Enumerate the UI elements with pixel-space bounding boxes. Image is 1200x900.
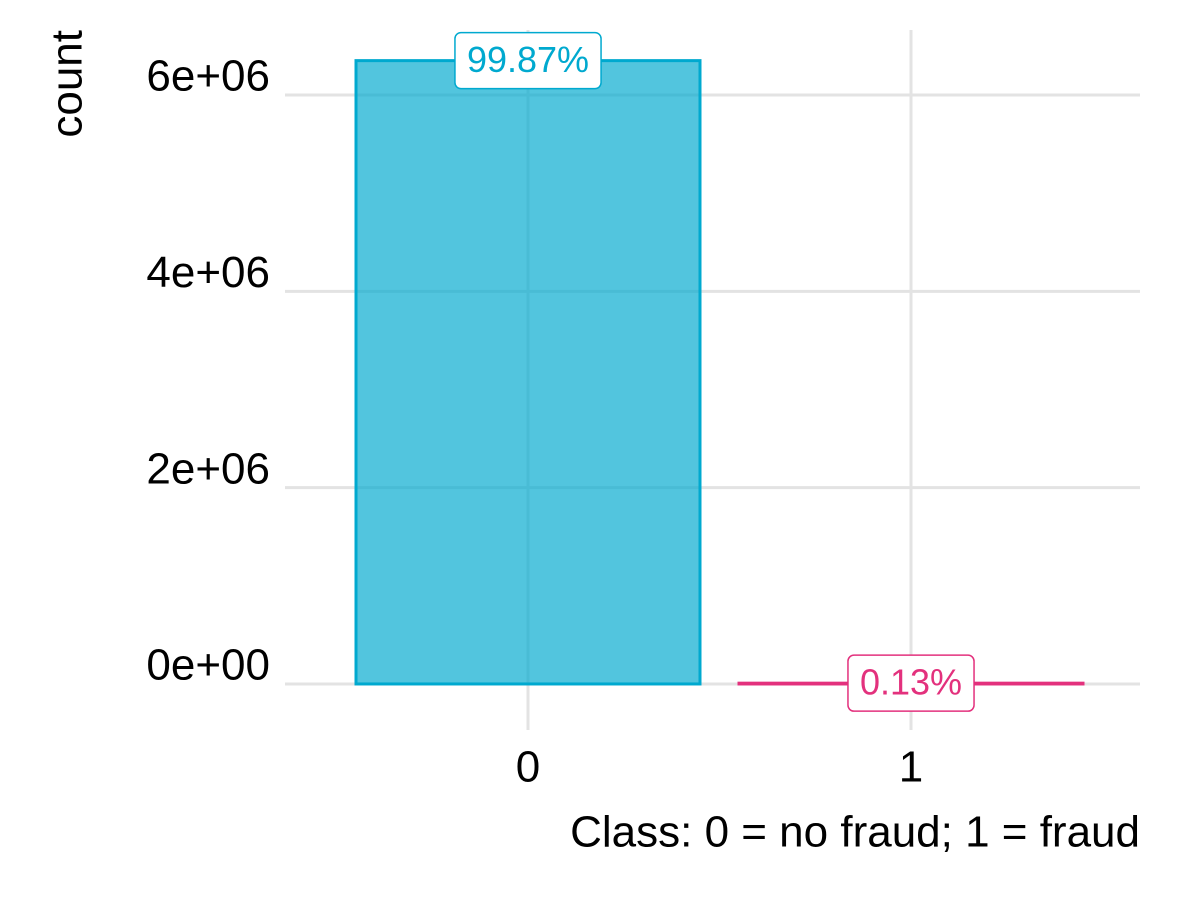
- y-tick-label: 2e+06: [146, 444, 270, 493]
- x-axis-title: Class: 0 = no fraud; 1 = fraud: [570, 808, 1140, 857]
- data-label: 0.13%: [860, 662, 962, 703]
- label-box: [454, 31, 602, 90]
- y-tick-label: 0e+00: [146, 641, 270, 690]
- x-tick-label: 0: [516, 743, 540, 792]
- data-label: 99.87%: [467, 39, 589, 80]
- y-tick-label: 6e+06: [146, 52, 270, 101]
- bar: [354, 59, 702, 686]
- label-box: [847, 654, 975, 712]
- y-tick-label: 4e+06: [146, 248, 270, 297]
- x-tick-label: 1: [899, 743, 923, 792]
- y-axis-title: count: [43, 30, 92, 138]
